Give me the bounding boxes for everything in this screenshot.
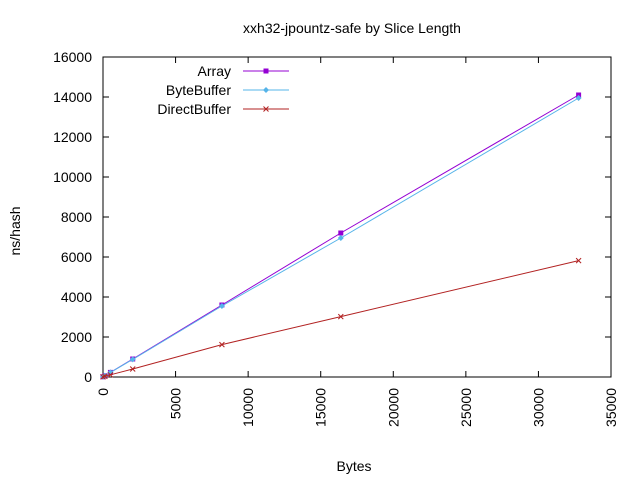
data-point [102, 373, 108, 380]
x-tick-label: 25000 [458, 388, 474, 427]
y-tick-label: 4000 [61, 289, 92, 305]
legend: Array ByteBuffer DirectBuffer [157, 63, 289, 117]
data-point [107, 371, 114, 378]
data-point [263, 68, 269, 74]
x-tick-label: 15000 [313, 388, 329, 427]
y-axis-label: ns/hash [7, 206, 23, 255]
x-tick-label: 5000 [168, 388, 184, 419]
x-tick-label: 10000 [240, 388, 256, 427]
y-tick-label: 16000 [53, 49, 92, 65]
y-tick-label: 10000 [53, 169, 92, 185]
y-tick-label: 2000 [61, 329, 92, 345]
y-tick-label: 8000 [61, 209, 92, 225]
series-directbuffer [100, 257, 582, 380]
x-tick-label: 20000 [385, 388, 401, 427]
x-tick-label: 0 [95, 388, 111, 396]
data-point [218, 303, 225, 309]
data-point [338, 230, 344, 236]
legend-label: ByteBuffer [166, 82, 231, 98]
legend-label: DirectBuffer [157, 101, 231, 117]
chart-title: xxh32-jpountz-safe by Slice Length [243, 20, 461, 36]
data-point [337, 313, 344, 320]
data-point [263, 87, 269, 93]
series-line [102, 260, 579, 378]
x-axis-label: Bytes [336, 458, 371, 474]
series-group [100, 92, 582, 380]
data-point [129, 356, 136, 363]
y-tick-label: 6000 [61, 249, 92, 265]
legend-label: Array [198, 63, 231, 79]
plot-frame [102, 56, 612, 378]
y-tick-label: 14000 [53, 89, 92, 105]
y-tick-label: 0 [84, 369, 92, 385]
data-point [129, 366, 136, 372]
series-bytebuffer [100, 95, 582, 380]
data-point [575, 95, 582, 101]
axis-ticks: 0 2000 4000 6000 8000 10000 12000 14000 16000 0 50… [53, 49, 619, 427]
y-tick-label: 12000 [53, 129, 92, 145]
data-point [100, 373, 106, 380]
x-tick-label: 30000 [530, 388, 546, 427]
data-point [263, 106, 269, 112]
data-point [575, 257, 582, 264]
data-point [219, 341, 225, 348]
x-tick-label: 35000 [603, 388, 619, 427]
data-point [337, 235, 344, 241]
